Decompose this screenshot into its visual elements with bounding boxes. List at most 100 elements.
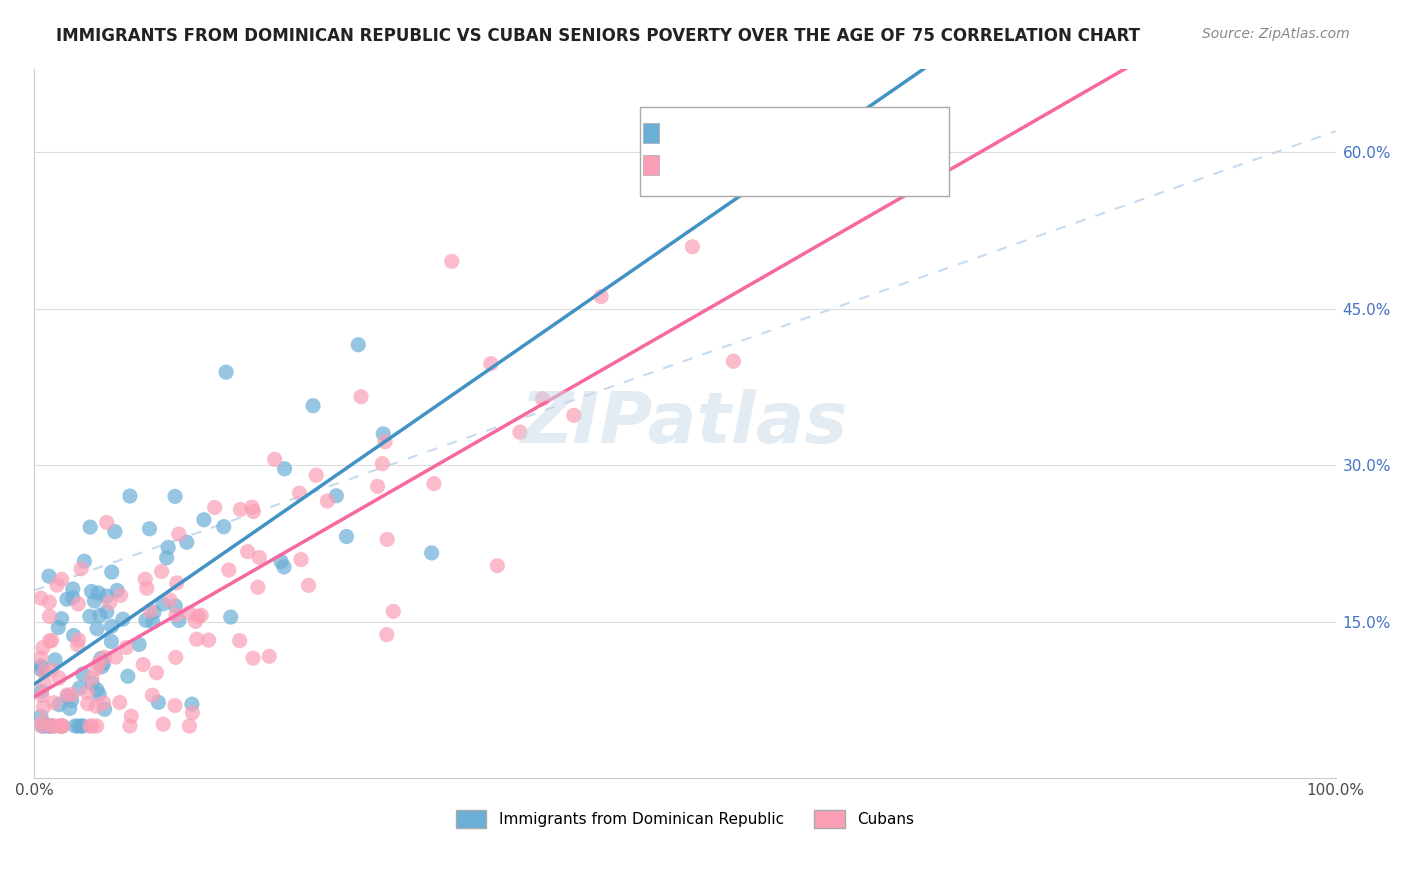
Point — [62, 582, 84, 596]
Point — [371, 457, 394, 471]
Point — [87, 586, 110, 600]
Text: N =: N = — [808, 159, 856, 177]
Point — [347, 337, 370, 351]
Point — [165, 650, 187, 665]
Point — [93, 696, 115, 710]
Point — [86, 719, 108, 733]
Point — [110, 588, 132, 602]
Point — [105, 583, 128, 598]
Point — [100, 634, 122, 648]
Point — [48, 698, 70, 712]
Point — [420, 546, 443, 560]
Point — [531, 392, 554, 406]
Point — [38, 569, 60, 583]
Point — [42, 719, 65, 733]
Point — [562, 409, 585, 423]
Text: 81: 81 — [869, 127, 897, 145]
Point — [79, 520, 101, 534]
Point — [135, 613, 157, 627]
Point — [148, 695, 170, 709]
Point — [67, 719, 90, 733]
Point — [34, 676, 56, 690]
Point — [259, 649, 281, 664]
Point — [375, 627, 398, 641]
Point — [193, 513, 215, 527]
Point — [145, 665, 167, 680]
Point — [374, 434, 396, 449]
Text: ZIPatlas: ZIPatlas — [522, 389, 849, 458]
Point — [302, 399, 325, 413]
Point — [41, 633, 63, 648]
Point — [56, 592, 79, 607]
Point — [212, 519, 235, 533]
Point — [723, 354, 745, 368]
Point — [30, 650, 52, 665]
Point — [72, 719, 94, 733]
Point — [197, 633, 219, 648]
Point — [128, 637, 150, 651]
Point — [93, 657, 115, 671]
Point — [335, 530, 357, 544]
Point — [242, 504, 264, 518]
Point — [176, 535, 198, 549]
Point — [120, 709, 142, 723]
Point — [48, 719, 70, 733]
Point — [60, 693, 83, 707]
Point — [76, 697, 98, 711]
Point — [86, 682, 108, 697]
Point — [82, 719, 104, 733]
Point — [240, 500, 263, 515]
Point — [373, 426, 395, 441]
Point — [51, 719, 73, 733]
Point — [51, 612, 73, 626]
Point — [70, 719, 93, 733]
Point — [263, 452, 285, 467]
Point — [56, 689, 79, 703]
Point — [87, 688, 110, 702]
Point — [152, 597, 174, 611]
Point — [69, 681, 91, 695]
Point — [83, 594, 105, 608]
Point — [44, 653, 66, 667]
Point — [30, 658, 52, 673]
Point — [38, 595, 60, 609]
Point — [215, 365, 238, 379]
Point — [31, 714, 53, 729]
Point — [181, 706, 204, 720]
Point — [72, 667, 94, 681]
Point — [70, 562, 93, 576]
Point — [141, 688, 163, 702]
Point — [51, 719, 73, 733]
Point — [111, 612, 134, 626]
Point — [48, 671, 70, 685]
Point — [316, 494, 339, 508]
Point — [42, 719, 65, 733]
Point — [63, 719, 86, 733]
Point — [270, 554, 292, 568]
Point — [142, 615, 165, 629]
Point — [79, 609, 101, 624]
Point — [108, 696, 131, 710]
Point — [297, 578, 319, 592]
Point — [100, 619, 122, 633]
Point — [509, 425, 531, 439]
Point — [51, 719, 73, 733]
Point — [163, 490, 186, 504]
Point — [246, 580, 269, 594]
Point — [60, 687, 83, 701]
Point — [190, 608, 212, 623]
Point — [135, 582, 157, 596]
Point — [96, 605, 118, 619]
Point — [87, 657, 110, 671]
Point — [67, 597, 90, 611]
Point — [219, 610, 242, 624]
Point — [90, 651, 112, 665]
Point — [66, 638, 89, 652]
Point — [62, 591, 84, 605]
Point — [273, 462, 295, 476]
Point — [325, 489, 347, 503]
Point — [117, 669, 139, 683]
Point — [181, 697, 204, 711]
Point — [591, 289, 613, 303]
Point — [30, 684, 52, 698]
